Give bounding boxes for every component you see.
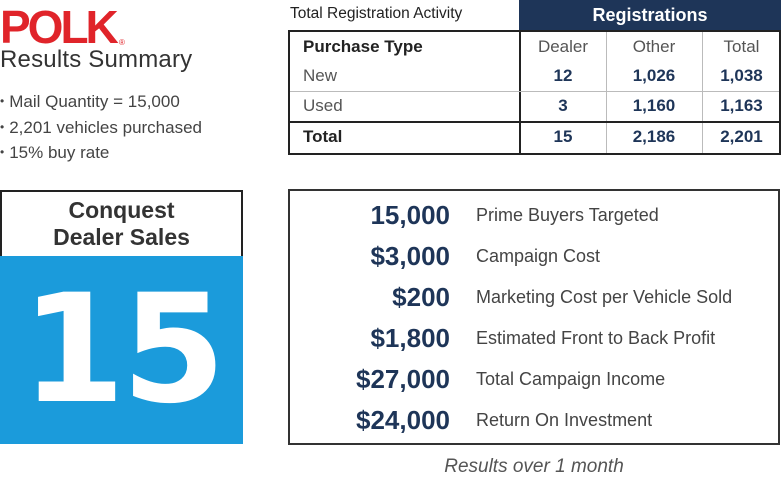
cell-other: 1,160 [632, 96, 676, 115]
table-row: Used 3 1,160 1,163 [290, 91, 779, 121]
polk-logo-mark: POLK ® [0, 3, 125, 47]
table-row: New 12 1,026 1,038 [290, 61, 779, 91]
metric-value: $200 [392, 281, 450, 312]
campaign-metrics-panel: 15,000 Prime Buyers Targeted $3,000 Camp… [288, 189, 780, 445]
cell-total: 1,163 [720, 96, 763, 115]
metric-label: Return On Investment [476, 409, 653, 430]
metric-value: $3,000 [370, 240, 450, 271]
metric-row: $3,000 Campaign Cost [290, 236, 778, 276]
cell-other: 1,026 [632, 66, 676, 85]
cell-dealer: 12 [553, 66, 573, 85]
registration-table: Purchase Type Dealer Other Total New 12 … [288, 30, 781, 155]
cell-total: 1,038 [720, 66, 763, 85]
metric-row: $27,000 Total Campaign Income [290, 359, 778, 399]
metric-row: 15,000 Prime Buyers Targeted [290, 195, 778, 235]
results-footnote: Results over 1 month [444, 456, 624, 477]
cell-dealer: 15 [553, 127, 573, 146]
metric-value: 15,000 [370, 199, 450, 230]
polk-logo: POLK ® [0, 3, 130, 47]
cell-other: 2,186 [632, 127, 676, 146]
metric-label: Campaign Cost [476, 245, 601, 266]
metric-row: $200 Marketing Cost per Vehicle Sold [290, 277, 778, 317]
logo-wordmark: POLK [0, 3, 119, 47]
summary-bullet-list: Mail Quantity = 15,000 2,201 vehicles pu… [0, 90, 202, 167]
bullet-vehicles-purchased: 2,201 vehicles purchased [0, 116, 202, 142]
metric-row: $24,000 Return On Investment [290, 400, 778, 440]
column-header-other: Other [632, 36, 676, 56]
table-header-row: Purchase Type Dealer Other Total [290, 30, 779, 61]
bullet-buy-rate: 15% buy rate [0, 141, 202, 167]
results-summary-title: Results Summary [0, 46, 193, 73]
conquest-title-line2: Dealer Sales [53, 224, 190, 250]
column-header-purchase-type: Purchase Type [303, 36, 423, 56]
registration-caption: Total Registration Activity [290, 5, 463, 22]
row-label-total: Total [303, 127, 343, 146]
column-header-dealer: Dealer [537, 36, 589, 56]
cell-total: 2,201 [720, 127, 763, 146]
registrations-header: Registrations [519, 0, 781, 30]
column-header-total: Total [723, 36, 760, 56]
metric-label: Marketing Cost per Vehicle Sold [476, 286, 733, 307]
table-total-row: Total 15 2,186 2,201 [290, 121, 779, 153]
registered-mark: ® [119, 38, 125, 47]
metric-row: $1,800 Estimated Front to Back Profit [290, 318, 778, 358]
bullet-mail-quantity: Mail Quantity = 15,000 [0, 90, 202, 116]
conquest-value-panel: 15 [0, 256, 243, 444]
conquest-title-line1: Conquest [68, 197, 175, 223]
metric-label: Estimated Front to Back Profit [476, 327, 716, 348]
metric-value: $27,000 [356, 363, 450, 394]
row-divider [290, 91, 779, 92]
metric-value: $24,000 [356, 404, 450, 435]
row-divider [290, 121, 779, 123]
conquest-title-box: Conquest Dealer Sales [0, 190, 243, 256]
row-label-new: New [303, 66, 338, 85]
metric-label: Prime Buyers Targeted [476, 204, 659, 225]
cell-dealer: 3 [558, 96, 568, 115]
row-label-used: Used [303, 96, 343, 115]
conquest-value: 15 [21, 263, 226, 437]
metric-value: $1,800 [370, 322, 450, 353]
metric-label: Total Campaign Income [476, 368, 666, 389]
